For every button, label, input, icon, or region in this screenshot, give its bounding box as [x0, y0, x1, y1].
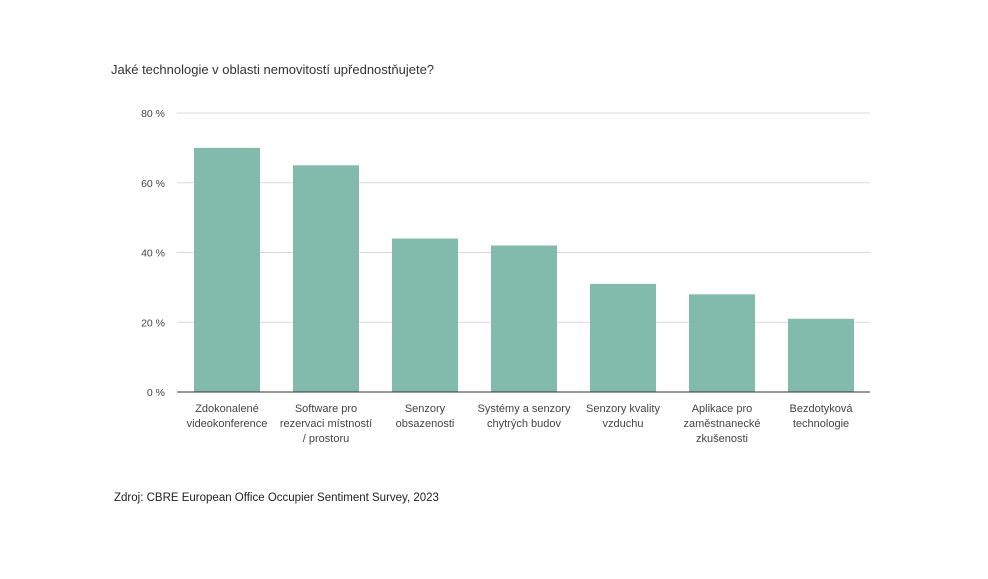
category-label-line: videokonference [187, 418, 268, 430]
bar [788, 318, 854, 392]
category-label-line: Bezdotyková [790, 403, 854, 415]
bar [293, 165, 359, 392]
category-label-line: technologie [793, 418, 849, 430]
y-tick-label: 40 % [141, 248, 165, 260]
category-label-line: zkušenosti [696, 433, 748, 445]
bar [392, 238, 458, 392]
category-label-line: vzduchu [603, 418, 644, 430]
category-label: Zdokonalené videokonference [187, 403, 268, 430]
labels: 0 % 20 % 40 % 60 % 80 % Zdokonalené videokonfe… [141, 108, 853, 445]
y-tick-label: 60 % [141, 178, 165, 190]
category-label: Systémy a senzory chytrých budov [478, 403, 571, 430]
category-label-line: zaměstnanecké [683, 418, 760, 430]
bar [689, 294, 755, 392]
category-label-line: Systémy a senzory [478, 403, 571, 415]
category-label-line: Software pro [295, 403, 357, 415]
y-tick-label: 20 % [141, 317, 165, 329]
y-tick-label: 80 % [141, 108, 165, 120]
category-label: Aplikace pro zaměstnanecké zkušenosti [683, 403, 760, 445]
bars [194, 147, 854, 392]
bar [590, 283, 656, 392]
category-label-line: Senzory kvality [586, 403, 660, 415]
chart-title: Jaké technologie v oblasti nemovitostí u… [111, 62, 435, 77]
category-label-line: obsazenosti [396, 418, 455, 430]
bar [491, 245, 557, 392]
category-label: Senzory obsazenosti [396, 403, 455, 430]
category-label-line: / prostoru [303, 433, 349, 445]
y-tick-label: 0 % [147, 387, 165, 399]
category-label: Software pro rezervaci místností / prostor… [280, 403, 372, 445]
source-note: Zdroj: CBRE European Office Occupier Sen… [114, 492, 439, 504]
category-label: Senzory kvality vzduchu [586, 403, 660, 430]
bar [194, 147, 260, 392]
category-label: Bezdotyková technologie [790, 403, 854, 430]
category-label-line: rezervaci místností [280, 418, 372, 430]
category-label-line: Zdokonalené [195, 403, 259, 415]
category-label-line: Senzory [405, 403, 446, 415]
category-label-line: chytrých budov [487, 418, 561, 430]
category-label-line: Aplikace pro [692, 403, 753, 415]
